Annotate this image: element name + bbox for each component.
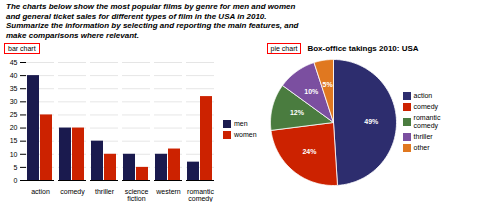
html-text:other: other — [413, 144, 430, 151]
html-text:thriller: thriller — [413, 133, 433, 140]
svg-text:action: action — [31, 188, 50, 195]
html-text:Box-office takings 2010: USA: Box-office takings 2010: USA — [307, 44, 419, 53]
html-text:action: action — [413, 92, 433, 99]
svg-text:5%: 5% — [322, 81, 333, 88]
svg-text:49%: 49% — [364, 118, 379, 125]
svg-text:sciencefiction: sciencefiction — [125, 188, 149, 202]
svg-text:5: 5 — [14, 164, 18, 171]
html-text:comedy: comedy — [413, 103, 439, 110]
html-text:bar chart: bar chart — [8, 45, 36, 52]
html-text:pie chart: pie chart — [270, 45, 298, 52]
html-text:romantic comedy: romantic comedy — [413, 114, 441, 129]
svg-text:comedy: comedy — [60, 188, 85, 196]
svg-text:25: 25 — [10, 111, 18, 118]
svg-text:0: 0 — [14, 177, 18, 184]
svg-text:thriller: thriller — [95, 188, 115, 195]
html-text:men: men — [234, 119, 248, 127]
svg-text:40: 40 — [10, 72, 18, 79]
svg-text:12%: 12% — [289, 109, 304, 116]
svg-text:western: western — [155, 188, 181, 195]
html-text:The charts below show the most: The charts below show the most popular f… — [6, 2, 299, 40]
svg-text:10: 10 — [10, 151, 18, 158]
svg-text:romanticcomedy: romanticcomedy — [187, 188, 214, 202]
html-text:women: women — [234, 130, 257, 138]
svg-text:30: 30 — [10, 98, 18, 105]
svg-text:35: 35 — [10, 85, 18, 92]
svg-text:15: 15 — [10, 137, 18, 144]
svg-text:20: 20 — [10, 124, 18, 131]
svg-text:45: 45 — [10, 59, 18, 66]
svg-text:10%: 10% — [304, 88, 319, 95]
svg-text:24%: 24% — [302, 148, 317, 155]
